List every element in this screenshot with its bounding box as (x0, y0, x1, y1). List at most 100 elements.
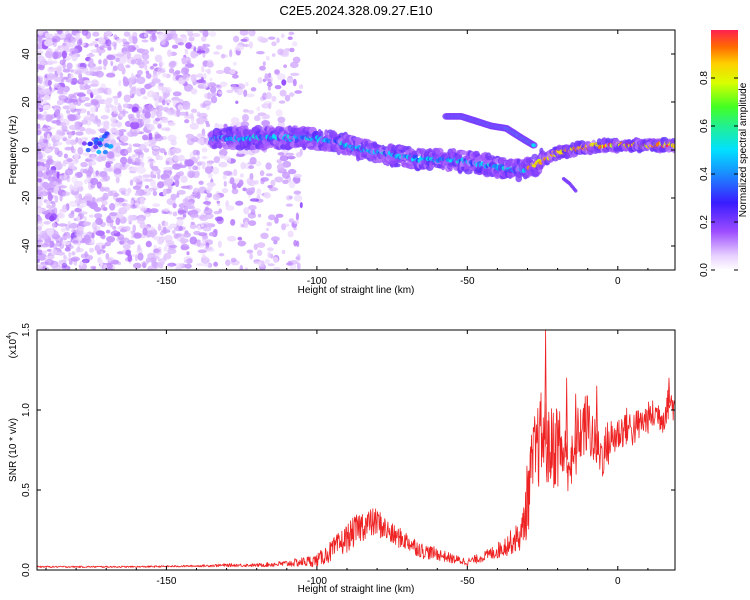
noise-blob (177, 42, 185, 46)
noise-blob (206, 160, 215, 164)
noise-blob (184, 101, 188, 106)
y-tick-label: 1.0 (21, 403, 32, 417)
noise-blob (74, 232, 82, 237)
noise-blob (143, 33, 148, 38)
noise-blob (77, 39, 82, 46)
noise-blob (152, 170, 158, 176)
noise-blob (202, 225, 212, 232)
noise-blob (160, 39, 166, 45)
noise-blob (213, 51, 220, 55)
noise-blob (256, 188, 262, 196)
noise-blob (172, 44, 179, 49)
noise-blob (181, 57, 187, 65)
noise-blob (75, 247, 80, 253)
noise-blob (122, 50, 132, 59)
noise-blob (67, 42, 77, 48)
noise-blob (245, 82, 249, 87)
noise-blob (164, 221, 169, 227)
noise-blob (69, 162, 75, 167)
noise-blob (286, 155, 296, 160)
noise-blob (213, 210, 221, 215)
noise-blob (53, 83, 61, 89)
snr-y-ticks: 0.0 0.5 1.0 1.5 (21, 323, 675, 577)
noise-blob (213, 261, 219, 267)
noise-blob (189, 213, 199, 218)
noise-blob (136, 76, 146, 85)
noise-blob (90, 265, 97, 270)
noise-blob (71, 210, 75, 214)
noise-blob (274, 85, 282, 90)
noise-blob (264, 114, 270, 120)
noise-blob (292, 41, 298, 47)
snr-panel: -150 -100 -50 0 0.0 0.5 1.0 1.5 Height of stra… (6, 323, 676, 595)
noise-blob (113, 110, 119, 114)
noise-blob (184, 263, 192, 269)
noise-blob (172, 229, 176, 235)
noise-blob (47, 193, 53, 202)
noise-blob (129, 81, 133, 89)
noise-blob (105, 253, 110, 260)
noise-blob (119, 187, 127, 194)
noise-blob (60, 227, 66, 233)
noise-blob (132, 143, 141, 147)
noise-blob (54, 147, 60, 155)
noise-blob (130, 230, 136, 234)
noise-blob (156, 110, 163, 118)
noise-blob (188, 195, 194, 200)
noise-blob (206, 186, 211, 194)
noise-blob (248, 41, 253, 49)
noise-blob (60, 174, 64, 182)
noise-blob (294, 194, 303, 202)
noise-blob (261, 120, 270, 127)
noise-blob (98, 36, 105, 45)
upper-branch-core (531, 143, 536, 147)
noise-blob (37, 249, 42, 255)
noise-blob (116, 38, 123, 43)
noise-blob (52, 38, 58, 43)
noise-blob (74, 153, 79, 161)
noise-blob (70, 37, 77, 44)
noise-blob (39, 135, 44, 143)
noise-blob (239, 173, 244, 178)
noise-blob (103, 64, 107, 71)
noise-blob (74, 158, 79, 163)
noise-blob (43, 143, 48, 148)
noise-blob (174, 163, 180, 168)
noise-blob (71, 50, 75, 55)
noise-blob (177, 209, 187, 214)
noise-blob (37, 50, 44, 54)
noise-blob (218, 161, 228, 168)
noise-blob (54, 76, 63, 83)
noise-blob (76, 171, 83, 178)
noise-blob (128, 143, 132, 152)
noise-blob (162, 208, 170, 212)
noise-blob (83, 80, 92, 84)
noise-blob (231, 84, 237, 91)
noise-blob (62, 42, 67, 47)
noise-blob (135, 151, 143, 155)
noise-blob (225, 259, 231, 266)
noise-blob (104, 241, 112, 247)
noise-blob (50, 135, 57, 139)
noise-blob (163, 86, 172, 94)
noise-blob (38, 34, 43, 41)
noise-blob (99, 128, 107, 134)
noise-blob (59, 72, 64, 79)
noise-blob (116, 251, 125, 255)
noise-blob (292, 78, 297, 87)
trace-halo (217, 141, 223, 149)
noise-blob (37, 44, 41, 50)
noise-blob (91, 154, 96, 163)
noise-blob (285, 203, 293, 207)
noise-blob (230, 117, 240, 125)
noise-blob (144, 84, 153, 89)
noise-blob (154, 54, 163, 63)
noise-blob (69, 222, 79, 229)
noise-blob (58, 94, 66, 100)
noise-blob (41, 250, 48, 254)
noise-blob (182, 104, 191, 110)
noise-blob (130, 59, 136, 65)
noise-blob (139, 109, 143, 113)
noise-blob (265, 173, 273, 177)
noise-blob (43, 111, 48, 117)
